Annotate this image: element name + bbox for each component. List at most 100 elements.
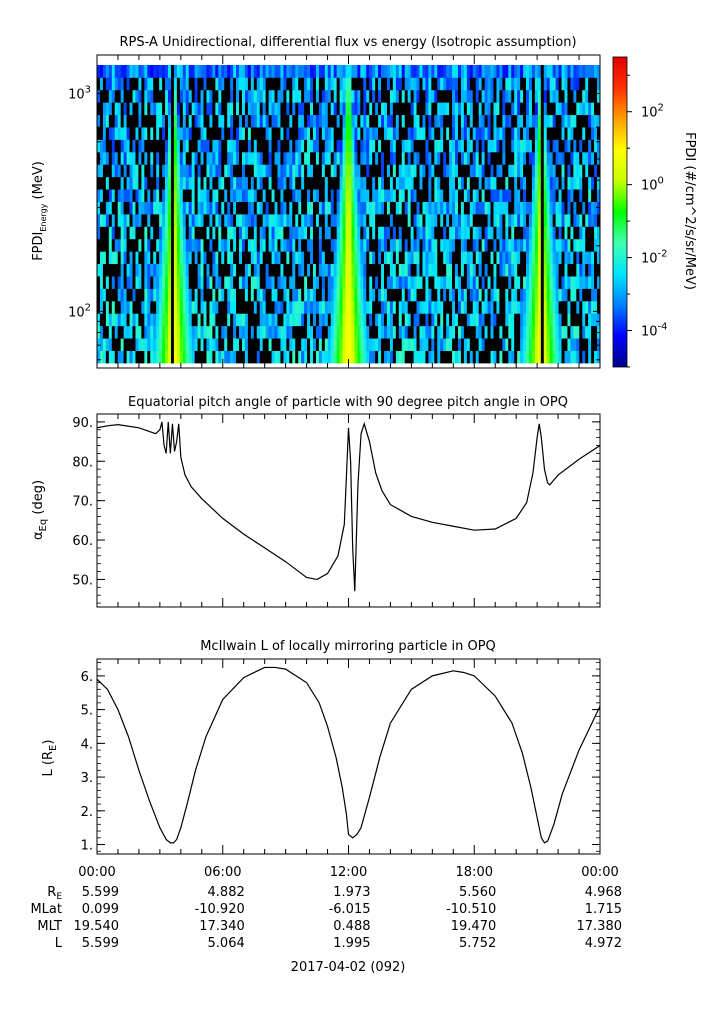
heatmap-cell <box>392 89 397 103</box>
heatmap-cell <box>526 238 530 252</box>
heatmap-cell <box>555 189 559 202</box>
heatmap-cell <box>132 151 136 165</box>
heatmap-cell <box>555 127 559 140</box>
heatmap-cell <box>416 201 420 215</box>
heatmap-cell <box>315 213 320 227</box>
heatmap-cell <box>203 238 207 252</box>
heatmap-cell <box>268 338 272 351</box>
heatmap-cell <box>537 151 542 165</box>
heatmap-cell <box>215 64 219 78</box>
heatmap-cell <box>496 102 500 116</box>
heatmap-cell <box>280 350 284 364</box>
heatmap-cell <box>230 325 234 339</box>
heatmap-cell <box>594 238 598 252</box>
heatmap-cell <box>496 114 500 128</box>
heatmap-cell <box>407 139 412 153</box>
heatmap-cell <box>227 102 231 116</box>
heatmap-cell <box>168 127 172 140</box>
heatmap-cell <box>440 213 444 227</box>
heatmap-cell <box>197 288 201 302</box>
heatmap-cell <box>597 201 600 215</box>
heatmap-cell <box>552 201 557 215</box>
heatmap-cell <box>324 263 329 277</box>
heatmap-cell <box>203 325 207 339</box>
heatmap-cell <box>579 89 583 103</box>
heatmap-cell <box>422 350 426 364</box>
heatmap-cell <box>354 139 358 153</box>
heatmap-cell <box>561 288 565 302</box>
heatmap-cell <box>549 338 554 351</box>
heatmap-cell <box>531 176 536 190</box>
heatmap-cell <box>531 325 536 339</box>
heatmap-cell <box>176 102 181 116</box>
heatmap-cell <box>268 251 272 265</box>
heatmap-cell <box>218 102 222 116</box>
heatmap-cell <box>407 338 412 351</box>
heatmap-cell <box>268 89 272 103</box>
heatmap-cell <box>496 338 500 351</box>
heatmap-cell <box>236 226 240 240</box>
heatmap-cell <box>138 338 142 351</box>
heatmap-cell <box>304 226 308 240</box>
heatmap-cell <box>250 151 255 165</box>
heatmap-cell <box>389 77 394 91</box>
heatmap-cell <box>203 213 207 227</box>
heatmap-cell <box>117 313 122 327</box>
heatmap-cell <box>582 251 586 265</box>
heatmap-cell <box>552 64 557 78</box>
heatmap-cell <box>440 276 444 289</box>
heatmap-cell <box>425 201 429 215</box>
heatmap-cell <box>546 164 551 178</box>
heatmap-cell <box>277 189 281 202</box>
heatmap-cell <box>561 300 565 314</box>
heatmap-cell <box>446 288 450 302</box>
spectrogram-title: RPS-A Unidirectional, differential flux … <box>119 35 576 50</box>
heatmap-cell <box>591 176 595 190</box>
heatmap-cell <box>410 189 414 202</box>
heatmap-cell <box>422 288 426 302</box>
heatmap-cell <box>277 139 281 153</box>
heatmap-cell <box>239 176 243 190</box>
heatmap-cell <box>241 189 246 202</box>
heatmap-cell <box>469 164 474 178</box>
heatmap-cell <box>520 151 524 165</box>
heatmap-cell <box>455 338 459 351</box>
heatmap-cell <box>582 288 586 302</box>
heatmap-cell <box>191 251 196 265</box>
heatmap-cell <box>188 288 193 302</box>
heatmap-cell <box>348 338 352 351</box>
heatmap-cell <box>259 325 264 339</box>
heatmap-cell <box>150 213 154 227</box>
mcilwain-panel: McIlwain L of locally mirroring particle… <box>41 639 601 855</box>
heatmap-cell <box>97 151 101 165</box>
heatmap-cell <box>478 151 483 165</box>
heatmap-cell <box>357 77 361 91</box>
heatmap-cell <box>378 238 382 252</box>
heatmap-cell <box>191 89 196 103</box>
heatmap-cell <box>514 338 518 351</box>
heatmap-cell <box>203 288 207 302</box>
heatmap-cell <box>523 151 527 165</box>
heatmap-cell <box>484 176 488 190</box>
heatmap-cell <box>153 189 157 202</box>
heatmap-cell <box>327 313 332 327</box>
heatmap-cell <box>446 176 450 190</box>
heatmap-cell <box>215 139 219 153</box>
heatmap-cell <box>431 350 435 364</box>
heatmap-cell <box>413 164 417 178</box>
heatmap-cell <box>366 251 370 265</box>
heatmap-cell <box>457 77 462 91</box>
heatmap-cell <box>505 263 509 277</box>
heatmap-cell <box>138 102 142 116</box>
heatmap-cell <box>558 102 562 116</box>
heatmap-cell <box>375 77 379 91</box>
heatmap-cell <box>496 263 500 277</box>
heatmap-cell <box>375 213 379 227</box>
heatmap-cell <box>108 114 113 128</box>
heatmap-cell <box>528 300 533 314</box>
heatmap-cell <box>298 226 302 240</box>
heatmap-cell <box>333 201 338 215</box>
heatmap-cell <box>304 77 308 91</box>
heatmap-cell <box>460 77 465 91</box>
heatmap-cell <box>422 89 426 103</box>
